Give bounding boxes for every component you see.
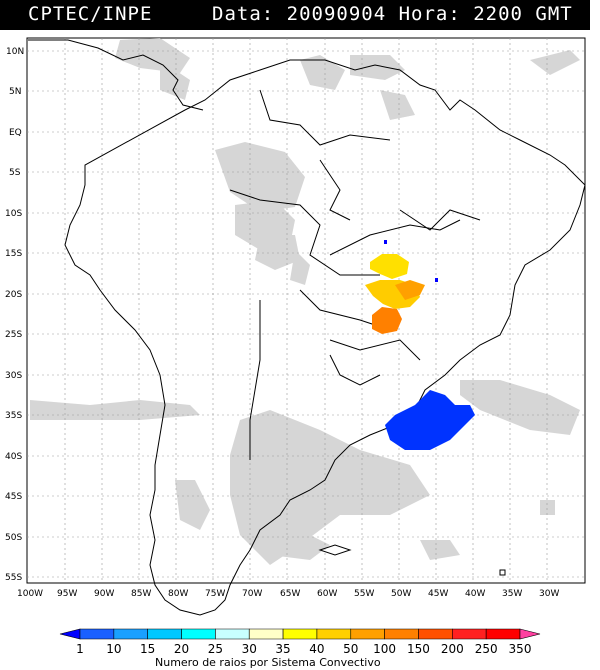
lightning-map: 10N 5N EQ 5S 10S 15S 20S 25S 30S 35S 40S… [5, 37, 586, 616]
lon-label: 45W [428, 589, 448, 599]
lat-label: 55S [5, 573, 22, 583]
legend-swatch [181, 628, 216, 640]
legend-value: 25 [208, 642, 223, 656]
legend-value: 250 [475, 642, 498, 656]
lon-label: 30W [539, 589, 559, 599]
lat-label: 35S [5, 411, 22, 421]
lat-label: 50S [5, 533, 22, 543]
legend-value: 15 [140, 642, 155, 656]
lat-label: 5N [9, 87, 21, 97]
system-orange-north [395, 280, 425, 300]
lat-label: 10N [6, 47, 24, 57]
lon-label: 55W [354, 589, 374, 599]
lon-label: 50W [391, 589, 411, 599]
map-header: CPTEC/INPE Data: 20090904 Hora: 2200 GMT [0, 0, 590, 30]
lon-label: 65W [280, 589, 300, 599]
legend-value: 200 [441, 642, 464, 656]
lat-label: 40S [5, 452, 22, 462]
cloud-cover [30, 38, 580, 565]
lon-label: 100W [17, 589, 43, 599]
lon-label: 70W [242, 589, 262, 599]
legend-value: 50 [343, 642, 358, 656]
lon-label: 95W [57, 589, 77, 599]
lat-label: 10S [5, 209, 22, 219]
legend-swatch [519, 628, 541, 640]
lat-lon-grid [27, 38, 585, 583]
lon-label: 90W [94, 589, 114, 599]
lat-label: 30S [5, 371, 22, 381]
latitude-labels: 10N 5N EQ 5S 10S 15S 20S 25S 30S 35S 40S… [5, 47, 24, 583]
lon-label: 60W [317, 589, 337, 599]
legend-values: 1 10 15 20 25 30 35 40 50 100 150 200 250 350 [76, 642, 531, 656]
lat-label: 45S [5, 492, 22, 502]
legend-swatch [350, 628, 385, 640]
convective-systems [365, 240, 475, 450]
agency-label: CPTEC/INPE [28, 3, 153, 25]
lon-label: 40W [465, 589, 485, 599]
lon-label: 85W [131, 589, 151, 599]
legend-value: 150 [407, 642, 430, 656]
system-orange-south [372, 307, 402, 334]
legend-swatch [316, 628, 352, 640]
legend-value: 1 [76, 642, 84, 656]
legend-swatch [113, 628, 148, 640]
legend-value: 40 [309, 642, 324, 656]
legend-value: 30 [242, 642, 257, 656]
system-blue-small [384, 240, 387, 244]
lat-label: 25S [5, 330, 22, 340]
legend-swatch [248, 628, 284, 640]
legend-swatch [147, 628, 182, 640]
system-blue-small-east [435, 278, 438, 282]
legend-caption: Numero de raios por Sistema Convectivo [155, 656, 381, 669]
longitude-labels: 100W 95W 90W 85W 80W 75W 70W 65W 60W 55W… [17, 589, 559, 599]
country-borders [28, 39, 586, 616]
lat-label: 15S [5, 249, 22, 259]
legend-color-bar [59, 628, 541, 640]
legend-value: 20 [174, 642, 189, 656]
system-yellow-north [370, 254, 409, 279]
legend-swatch [418, 628, 453, 640]
legend-swatch [384, 628, 419, 640]
legend-swatch [59, 628, 81, 640]
legend-value: 100 [373, 642, 396, 656]
legend-swatch [282, 628, 318, 640]
date-time-label: Data: 20090904 Hora: 2200 GMT [212, 3, 573, 25]
lat-label: 5S [9, 168, 21, 178]
legend-value: 350 [509, 642, 532, 656]
lon-label: 75W [205, 589, 225, 599]
lat-label: 20S [5, 290, 22, 300]
legend: 1 10 15 20 25 30 35 40 50 100 150 200 250 350 Numero … [59, 628, 541, 669]
lon-label: 35W [502, 589, 522, 599]
legend-swatch [215, 628, 250, 640]
lon-label: 80W [168, 589, 188, 599]
legend-value: 35 [275, 642, 290, 656]
legend-swatch [79, 628, 115, 640]
legend-swatch [485, 628, 521, 640]
lat-label: EQ [9, 128, 22, 138]
legend-swatch [452, 628, 487, 640]
system-blue-atlantic [385, 390, 475, 450]
legend-value: 10 [106, 642, 121, 656]
